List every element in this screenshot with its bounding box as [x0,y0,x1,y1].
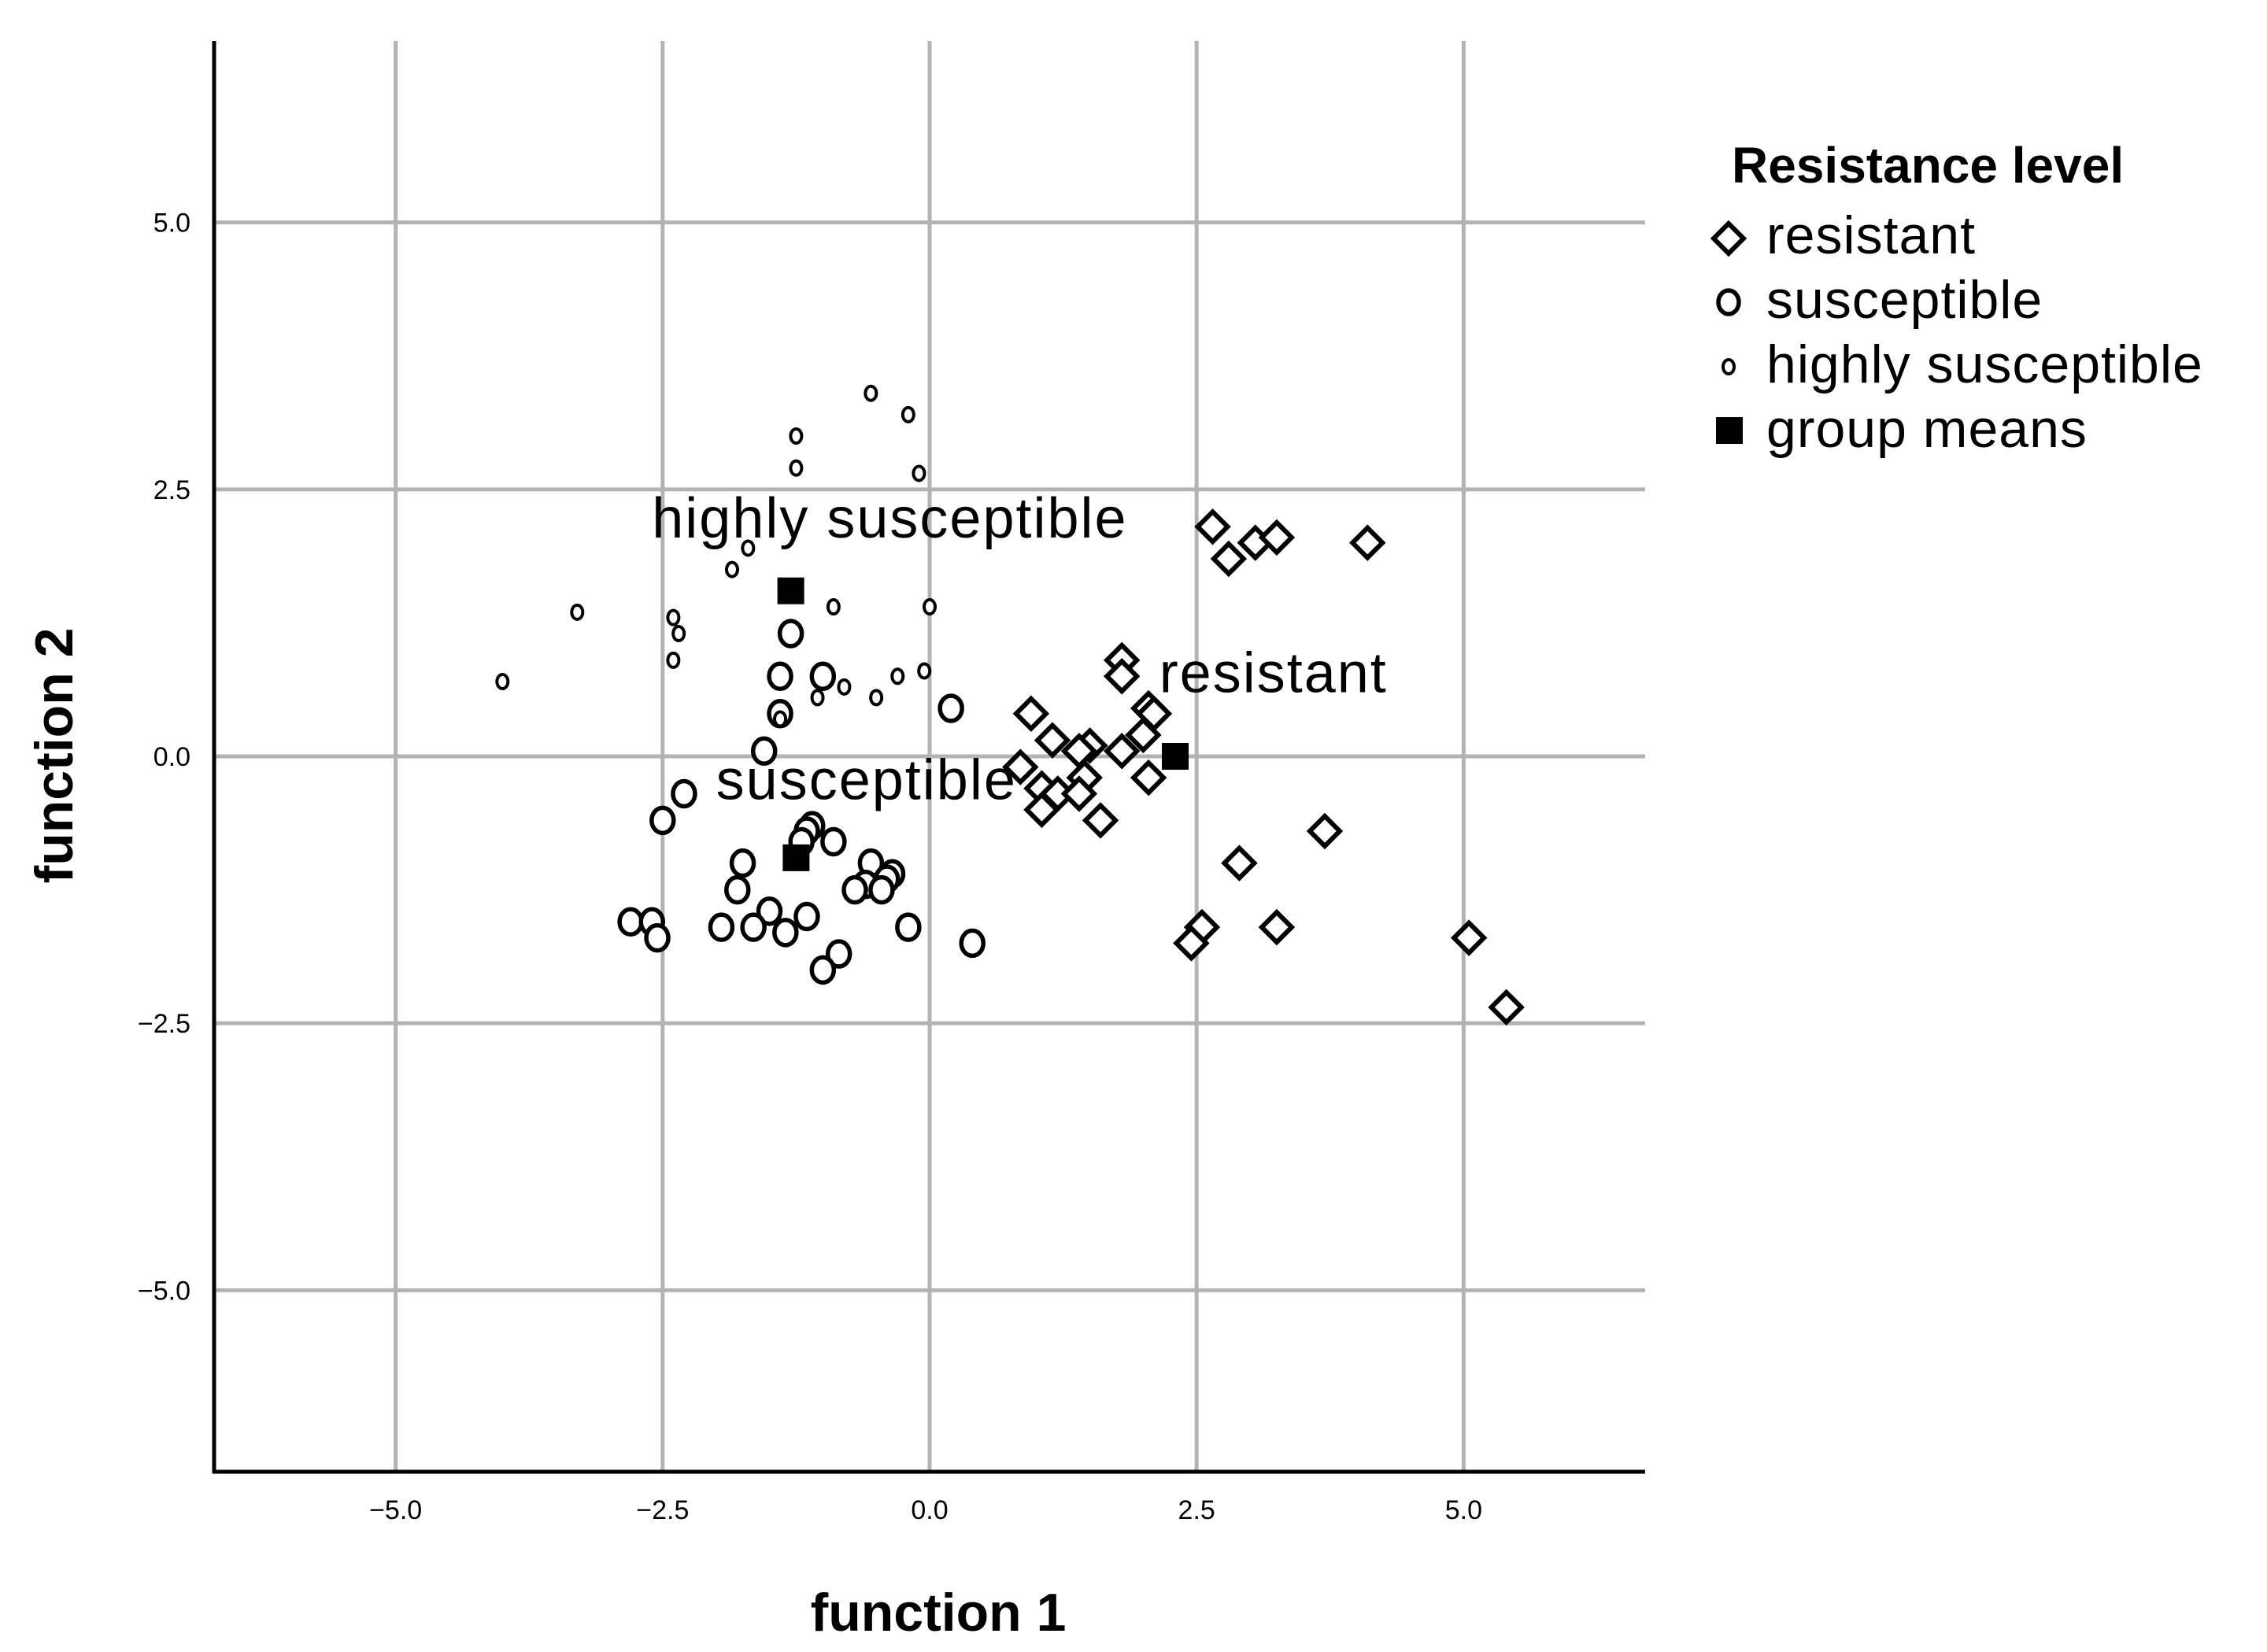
point-highly-susceptible [869,689,884,707]
x-tick-label: 0.0 [911,1495,948,1525]
point-resistant [1349,524,1386,561]
point-susceptible [868,874,895,905]
legend-label-susceptible: susceptible [1766,270,2043,330]
point-resistant [1082,802,1119,839]
point-highly-susceptible [671,624,686,642]
point-susceptible [617,907,644,937]
point-group-means [782,844,810,871]
point-resistant [1210,540,1248,578]
point-resistant [1103,658,1141,695]
point-susceptible [724,874,751,905]
y-tick-label: 2.5 [153,475,190,505]
x-tick-label: 5.0 [1445,1495,1482,1525]
point-susceptible [644,922,671,953]
y-tick-label: −5.0 [138,1276,190,1306]
point-resistant [1488,989,1525,1026]
point-resistant [1258,519,1296,556]
point-highly-susceptible [864,384,878,402]
point-susceptible [708,912,735,942]
point-highly-susceptible [725,560,740,578]
grid-lines [214,41,1645,1472]
point-highly-susceptible [890,667,905,686]
point-susceptible [793,901,820,932]
point-resistant [1130,759,1167,796]
point-highly-susceptible [826,598,841,616]
point-resistant [1194,508,1231,545]
x-axis-title: function 1 [811,1583,1067,1643]
point-susceptible [772,918,799,948]
data-points [495,384,1525,1026]
point-highly-susceptible [837,678,852,696]
axes [212,41,1645,1474]
point-highly-susceptible [901,405,915,423]
point-highly-susceptible [917,662,932,680]
point-highly-susceptible [923,598,937,616]
legend: Resistance level resistantsusceptiblehig… [1710,137,2203,459]
legend-marker-group-means [1716,417,1743,444]
annotation-label: resistant [1159,642,1388,705]
group-annotations: highly susceptible resistant susceptible [652,487,1388,811]
point-susceptible [671,778,697,809]
point-resistant [1306,812,1344,850]
annotation-label: highly susceptible [652,487,1127,550]
y-tick-label: 0.0 [153,742,190,772]
point-highly-susceptible [570,603,585,621]
x-tick-label: −2.5 [636,1495,689,1525]
point-resistant [1125,716,1162,754]
tick-labels: −5.0 −2.5 0.0 2.5 5.0 5.0 2.5 0.0 −2.5 −5.0 [138,209,1482,1525]
point-susceptible [740,912,767,942]
point-susceptible [820,826,847,857]
point-group-means [1162,743,1189,770]
point-group-means [777,577,804,604]
point-susceptible [825,939,852,969]
point-resistant [1450,919,1488,956]
point-highly-susceptible [666,651,681,669]
point-highly-susceptible [912,464,926,482]
annotation-label: susceptible [716,748,1017,811]
point-resistant [1258,908,1296,946]
point-susceptible [809,661,837,691]
point-highly-susceptible [789,459,804,477]
x-tick-label: 2.5 [1178,1495,1215,1525]
legend-marker-susceptible [1716,288,1741,316]
y-tick-label: 5.0 [153,209,190,238]
point-susceptible [809,955,837,985]
point-resistant [1023,791,1060,829]
point-highly-susceptible [495,673,510,691]
legend-label-resistant: resistant [1766,205,1976,265]
point-highly-susceptible [810,689,825,707]
point-susceptible [756,896,783,926]
legend-marker-highly-susceptible [1722,358,1736,375]
point-resistant [1034,722,1071,759]
point-highly-susceptible [789,427,804,445]
point-susceptible [895,912,922,942]
point-resistant [1012,695,1050,732]
x-tick-label: −5.0 [369,1495,422,1525]
point-susceptible [649,805,676,836]
point-susceptible [729,848,756,878]
point-resistant [1173,925,1210,962]
point-susceptible [777,619,804,649]
point-susceptible [767,661,793,691]
point-resistant [1002,748,1039,785]
legend-marker-resistant [1710,220,1747,257]
y-axis-title: function 2 [24,628,84,884]
legend-label-group-means: group means [1766,399,2088,459]
point-resistant [1221,844,1258,881]
point-susceptible [937,693,964,723]
point-susceptible [841,874,868,905]
y-tick-label: −2.5 [138,1009,190,1039]
legend-label-highly-susceptible: highly susceptible [1766,334,2203,394]
point-susceptible [959,928,986,959]
point-susceptible [750,736,778,766]
legend-title: Resistance level [1732,137,2124,194]
point-highly-susceptible [773,710,788,728]
point-resistant [1103,732,1141,770]
point-highly-susceptible [741,539,756,557]
point-resistant [1060,775,1098,812]
point-highly-susceptible [666,608,681,626]
